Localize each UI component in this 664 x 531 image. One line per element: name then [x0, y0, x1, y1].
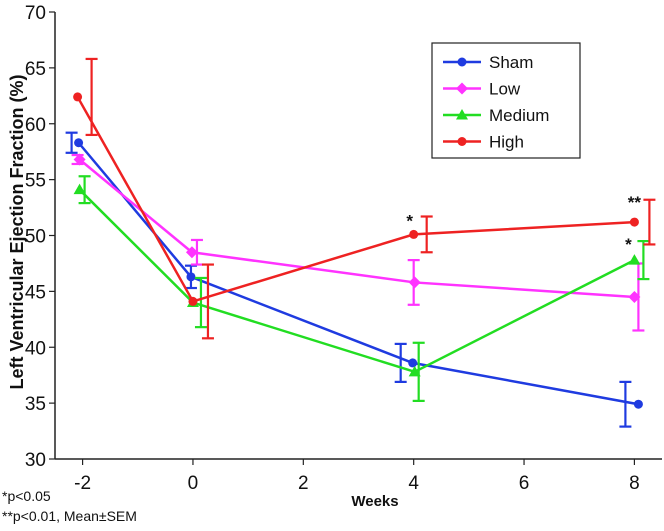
x-tick-label: 2	[298, 473, 309, 494]
legend-entry-sham: Sham	[443, 53, 533, 72]
data-point	[628, 254, 641, 265]
data-point	[408, 358, 418, 368]
data-point	[73, 153, 86, 166]
y-tick-label: 45	[25, 282, 46, 303]
data-point	[74, 138, 84, 148]
legend-marker	[456, 109, 468, 120]
y-tick-label: 30	[25, 450, 46, 471]
y-axis-label: Left Ventricular Ejection Fraction (%)	[7, 74, 27, 389]
legend-label: Sham	[489, 53, 533, 72]
y-tick-label: 65	[25, 59, 46, 80]
series-low	[71, 153, 645, 332]
y-tick-label: 35	[25, 394, 46, 415]
legend-label: High	[489, 133, 524, 152]
significance-marker: **	[628, 193, 642, 212]
data-point	[73, 183, 86, 195]
x-tick-label: 8	[629, 473, 640, 494]
footnote-p05: *p<0.05	[2, 488, 51, 504]
data-point	[73, 92, 83, 102]
series-line	[77, 141, 639, 406]
legend-marker	[456, 82, 468, 95]
data-point	[185, 246, 198, 259]
data-point	[633, 399, 643, 409]
legend-entry-low: Low	[443, 80, 521, 99]
significance-marker: *	[625, 235, 632, 254]
y-tick-label: 70	[25, 3, 46, 24]
series-line	[78, 188, 635, 374]
x-tick-label: 0	[188, 473, 199, 494]
legend-entry-high: High	[443, 133, 524, 152]
data-point	[188, 296, 198, 306]
legend-marker	[457, 137, 467, 146]
series-line	[76, 96, 635, 303]
legend-marker	[457, 57, 467, 67]
y-tick-label: 55	[25, 171, 46, 192]
legend-label: Medium	[489, 106, 549, 125]
footnote-p01: **p<0.01, Mean±SEM	[2, 508, 137, 524]
data-point	[186, 272, 196, 282]
data-point	[408, 276, 421, 289]
y-tick-label: 60	[25, 115, 46, 136]
data-point	[408, 365, 421, 377]
legend-entry-medium: Medium	[443, 106, 549, 125]
data-point	[629, 217, 639, 227]
x-tick-label: -2	[74, 473, 91, 494]
axes: 30 35 40 45 50 55 60 65 70 -2 0 2 4 6 8	[25, 3, 662, 494]
series-sham	[65, 131, 643, 428]
legend-label: Low	[489, 80, 521, 99]
y-tick-label: 40	[25, 338, 46, 359]
x-tick-label: 4	[408, 473, 419, 494]
series-line	[78, 158, 635, 299]
series-high	[73, 57, 656, 340]
data-point	[628, 290, 641, 303]
series-layer: ****	[65, 57, 656, 428]
data-point	[409, 229, 419, 239]
y-tick-label: 50	[25, 227, 46, 248]
x-tick-label: 6	[519, 473, 530, 494]
series-medium	[73, 175, 650, 402]
x-axis-label: Weeks	[351, 493, 398, 510]
legend: Sham Low Medium High	[431, 42, 581, 159]
significance-marker: *	[406, 211, 413, 230]
